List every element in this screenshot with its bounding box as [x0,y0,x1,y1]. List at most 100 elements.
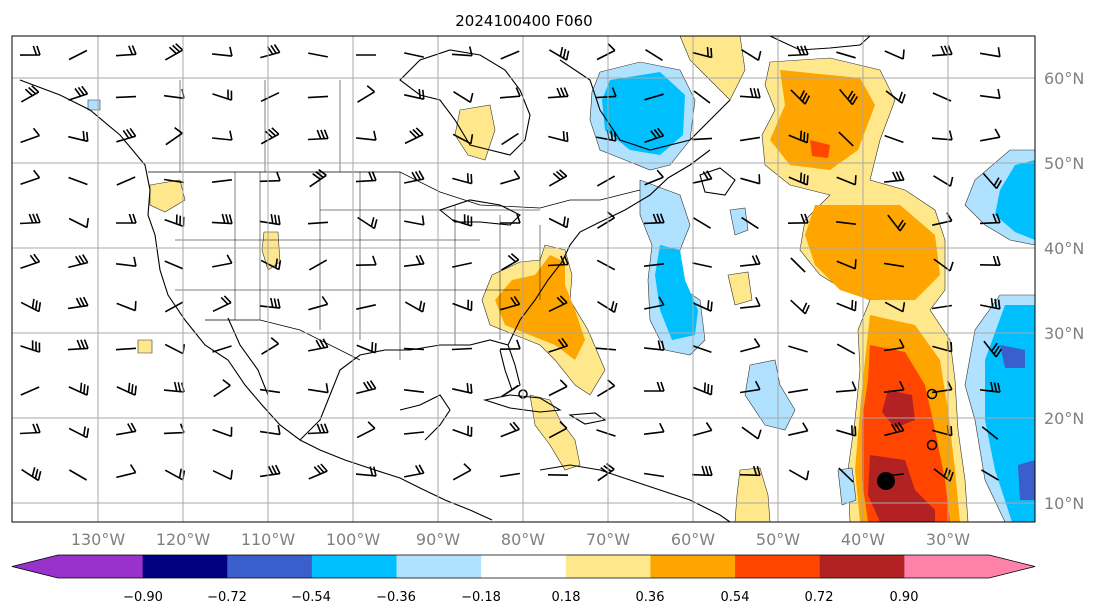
wind-barb [884,422,905,437]
wind-barb [931,130,953,141]
wind-barb [643,213,665,225]
wind-barb [404,464,425,478]
wind-barb [19,45,41,56]
wind-barb [164,43,184,61]
wind-barb [644,263,664,267]
colorbar-segment [311,555,398,578]
wind-barb [259,424,281,436]
wind-barb [980,298,1001,310]
us-canada-border [148,171,641,209]
negative-anomaly-region [744,359,796,431]
wind-barb [116,213,137,224]
wind-barb [500,169,521,185]
wind-barb [980,128,1001,142]
wind-barb [548,337,569,353]
colorbar-extend-max [989,555,1035,578]
wind-barb [931,45,953,57]
wind-barb [548,379,568,397]
wind-barb [212,295,232,313]
wind-barb [692,422,713,437]
wind-barb [501,384,519,398]
wind-barb [261,337,280,355]
wind-barb [355,255,377,266]
us-mexico-border [205,319,361,361]
wind-barb [212,179,232,183]
wind-barb [500,253,520,271]
wind-barb [741,216,759,230]
wind-barb [451,46,473,57]
wind-barb [740,338,761,353]
wind-barb [548,46,570,61]
wind-barb [836,51,856,59]
wind-barb [597,301,618,313]
wind-barb [20,127,41,144]
lat-label: 10°N [1044,494,1084,513]
negative-anomaly-region [1018,460,1035,500]
lon-label: 100°W [326,530,381,549]
wind-barb [67,339,89,351]
storm-center-marker [877,472,895,490]
wind-barb [260,127,280,145]
wind-barb [836,425,857,437]
wind-barb [20,298,42,313]
wind-barb [596,259,616,271]
wind-barb [404,88,425,100]
wind-barb [787,45,809,57]
wind-barb [788,345,808,353]
wind-barb [452,463,472,481]
lat-label: 20°N [1044,409,1084,428]
wind-barb [404,254,425,267]
wind-barb [259,213,281,226]
wind-barb [692,344,712,354]
wind-barb [308,338,329,352]
wind-barb [307,383,329,394]
negative-anomaly-region [837,467,857,506]
wind-barb [20,386,40,396]
wind-barb [308,463,328,480]
colorbar-segment [396,555,482,578]
colorbar [11,554,1036,579]
wind-barb [597,462,615,482]
wind-barb [979,213,1001,225]
wind-barb [692,47,713,59]
wind-barb [116,464,137,479]
political-borders [20,77,641,361]
wind-barb [979,88,1001,100]
point-marker [926,439,938,451]
wind-barb [547,87,569,99]
wind-barb [740,296,761,309]
labrador-coastline [559,59,731,151]
wind-barb [404,215,425,226]
wind-barb [980,469,1000,481]
wind-barb [644,169,664,186]
wind-barb [116,256,137,267]
wind-barb [116,382,137,396]
wind-barb [452,133,474,145]
negative-anomaly-region [729,207,749,236]
wind-barb [887,214,907,232]
wind-barb [213,379,231,398]
south-america-coastline [539,464,731,523]
positive-anomaly-region [810,140,830,158]
colorbar-tick-label: −0.18 [461,590,501,605]
wind-barb [979,255,1001,266]
wind-barb [452,214,473,227]
wind-barb [212,426,233,438]
wind-barb [68,176,88,186]
wind-barb [596,129,617,142]
colorbar-segment [142,555,228,578]
wind-barb [788,469,810,481]
wind-barb [259,464,281,478]
lat-label: 50°N [1044,154,1084,173]
lon-label: 40°W [841,530,885,549]
wind-barb [452,173,473,185]
positive-anomaly-region [495,255,585,360]
colorbar-outline [11,554,1036,579]
wind-barb [644,340,665,351]
map-frame [11,35,1036,523]
province-borders [20,77,400,172]
negative-anomaly-region [1000,345,1025,368]
wind-barb [116,301,137,312]
wind-barb [982,172,1002,190]
lon-label: 70°W [586,530,630,549]
